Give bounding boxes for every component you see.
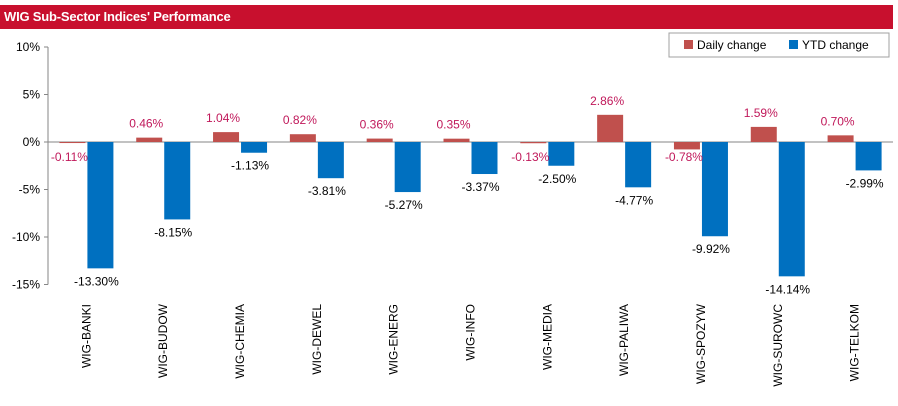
- ytd-change-bar: [701, 142, 728, 237]
- daily-change-label: -0.78%: [665, 150, 703, 164]
- daily-change-bar: [366, 138, 393, 142]
- legend-label-daily: Daily change: [697, 38, 767, 52]
- daily-change-bar: [289, 134, 316, 142]
- ytd-change-label: -5.27%: [385, 198, 423, 212]
- y-tick-label: -10%: [12, 230, 40, 244]
- daily-change-label: -0.13%: [511, 150, 549, 164]
- category-label: WIG-BANKI: [79, 304, 93, 368]
- category-label: WIG-MEDIA: [540, 304, 554, 370]
- legend: Daily change YTD change: [668, 32, 890, 58]
- legend-swatch-ytd: [789, 40, 798, 49]
- ytd-change-bar: [394, 142, 421, 193]
- category-label: WIG-ENERG: [387, 304, 401, 375]
- ytd-change-bar: [241, 142, 268, 153]
- chart-title: WIG Sub-Sector Indices' Performance: [4, 9, 231, 24]
- daily-change-bar: [443, 138, 470, 142]
- category-label: WIG-DEWEL: [310, 304, 324, 375]
- daily-change-label: 0.70%: [821, 114, 855, 128]
- ytd-change-label: -13.30%: [74, 274, 119, 288]
- ytd-change-bar: [855, 142, 882, 171]
- daily-change-bar: [597, 114, 624, 142]
- legend-box: [668, 32, 890, 58]
- ytd-change-label: -3.37%: [461, 180, 499, 194]
- y-axis: 10% 5% 0% -5% -10% -15%: [12, 40, 893, 292]
- daily-change-label: 1.04%: [206, 111, 240, 125]
- daily-change-label: 0.82%: [283, 113, 317, 127]
- ytd-change-bar: [548, 142, 575, 166]
- data-labels: -0.11% -13.30% 0.46% -8.15% 1.04% -1.13% 0.82%…: [51, 94, 884, 296]
- legend-label-ytd: YTD change: [802, 38, 869, 52]
- daily-change-bar: [213, 132, 240, 142]
- bars: [59, 114, 882, 277]
- ytd-change-label: -2.99%: [846, 176, 884, 190]
- daily-change-label: 0.35%: [436, 118, 470, 132]
- ytd-change-bar: [778, 142, 805, 277]
- ytd-change-label: -2.50%: [538, 172, 576, 186]
- ytd-change-bar: [625, 142, 652, 188]
- daily-change-label: -0.11%: [51, 150, 88, 164]
- ytd-change-bar: [317, 142, 344, 179]
- ytd-change-label: -3.81%: [308, 184, 346, 198]
- daily-change-label: 1.59%: [744, 106, 778, 120]
- legend-swatch-daily: [684, 40, 693, 49]
- daily-change-label: 0.36%: [360, 118, 394, 132]
- ytd-change-label: -1.13%: [231, 159, 269, 173]
- ytd-change-bar: [164, 142, 191, 220]
- y-tick-label: -15%: [12, 278, 40, 292]
- category-label: WIG-CHEMIA: [233, 304, 247, 379]
- category-label: WIG-INFO: [464, 304, 478, 361]
- daily-change-bar: [59, 142, 86, 144]
- daily-change-bar: [750, 126, 777, 142]
- category-label: WIG-PALIWA: [617, 304, 631, 376]
- y-tick-label: 5%: [23, 88, 41, 102]
- daily-change-bar: [673, 142, 700, 150]
- y-tick-label: -5%: [19, 183, 41, 197]
- y-tick-label: 10%: [16, 40, 40, 54]
- ytd-change-label: -4.77%: [615, 193, 653, 207]
- ytd-change-label: -14.14%: [765, 282, 810, 296]
- ytd-change-label: -9.92%: [692, 242, 730, 256]
- ytd-change-bar: [471, 142, 498, 175]
- category-label: WIG-SPOZYW: [694, 303, 708, 384]
- category-labels: WIG-BANKI WIG-BUDOW WIG-CHEMIA WIG-DEWEL WIG…: [79, 303, 861, 386]
- category-label: WIG-SUROWC: [771, 304, 785, 387]
- daily-change-bar: [520, 142, 547, 144]
- daily-change-label: 2.86%: [590, 94, 624, 108]
- daily-change-bar: [827, 135, 854, 142]
- daily-change-label: 0.46%: [129, 117, 163, 131]
- ytd-change-bar: [87, 142, 114, 269]
- category-label: WIG-BUDOW: [156, 303, 170, 378]
- y-tick-label: 0%: [23, 135, 41, 149]
- ytd-change-label: -8.15%: [154, 225, 192, 239]
- daily-change-bar: [136, 137, 163, 142]
- chart-title-bar: WIG Sub-Sector Indices' Performance: [0, 5, 893, 29]
- category-label: WIG-TELKOM: [848, 304, 862, 381]
